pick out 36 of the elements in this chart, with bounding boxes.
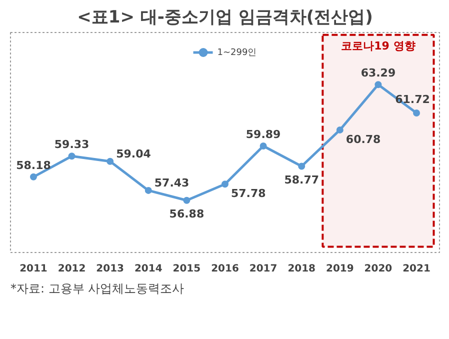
point [106,158,114,165]
x-tick-label: 2017 [249,264,278,274]
data-label: 59.89 [246,128,281,142]
point [144,186,152,194]
x-tick-label: 2016 [211,264,239,274]
x-tick-label: 2018 [288,264,316,274]
x-tick-label: 2019 [326,264,354,274]
point [374,81,382,88]
data-label: 57.43 [154,176,190,190]
point [413,109,420,116]
data-label: 63.29 [360,66,396,80]
x-tick-label: 2014 [134,264,162,274]
band-label: 코로나19 영향 [341,39,416,52]
data-label: 60.78 [346,132,381,146]
chart-title: <표1> 대-중소기업 임금격차(전산업) [77,8,373,28]
legend-label: 1~299인 [217,46,257,58]
point [30,173,37,180]
x-tick-label: 2012 [58,264,86,274]
data-label: 56.88 [169,207,204,220]
x-tick-label: 2013 [96,264,124,274]
data-label: 58.18 [16,158,51,172]
x-tick-label: 2020 [364,264,392,274]
point [222,180,228,188]
point [298,162,306,170]
data-label: 59.04 [116,147,152,160]
point [260,142,267,150]
point [183,196,190,204]
x-tick-label: 2011 [20,264,48,274]
point [336,126,344,134]
data-label: 58.77 [284,173,320,186]
data-label: 57.78 [231,187,266,200]
data-label: 59.33 [54,138,90,152]
x-tick-label: 2015 [172,264,201,274]
point [68,152,76,160]
text: *자료: 고용부 사업체노동력조사 [10,282,184,296]
x-tick-label: 2021 [402,264,430,274]
